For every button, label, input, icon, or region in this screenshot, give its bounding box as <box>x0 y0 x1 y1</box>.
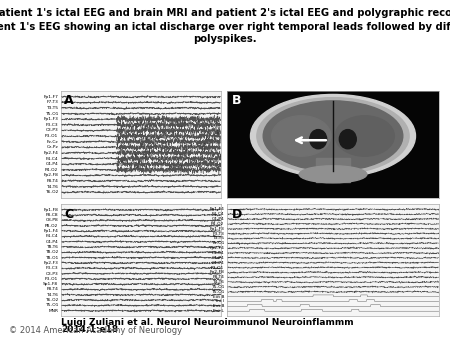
Text: F8-C8: F8-C8 <box>46 213 58 217</box>
Text: P3-O1: P3-O1 <box>45 134 58 138</box>
Text: 2014;1:e18: 2014;1:e18 <box>61 324 118 334</box>
Text: T8-O2: T8-O2 <box>45 250 58 254</box>
Text: MNR: MNR <box>48 309 58 313</box>
Text: T3-T5: T3-T5 <box>212 237 224 240</box>
Text: F4-C4: F4-C4 <box>212 212 224 216</box>
Text: Sp1-F8: Sp1-F8 <box>43 282 58 286</box>
Text: Fp2-F8: Fp2-F8 <box>209 270 224 274</box>
Text: T6-O2: T6-O2 <box>45 190 58 194</box>
Text: F8-T4: F8-T4 <box>46 288 58 291</box>
Bar <box>316 158 350 182</box>
Text: Luigi Zuliani et al. Neurol Neuroimmunol Neuroinflammm: Luigi Zuliani et al. Neurol Neuroimmunol… <box>61 318 353 327</box>
Text: T5-O1: T5-O1 <box>211 290 224 294</box>
Text: C: C <box>64 208 73 221</box>
Text: Ext B: Ext B <box>212 295 224 299</box>
Text: D: D <box>231 208 242 221</box>
Text: Figure Patient 1's ictal EEG and brain MRI and patient 2's ictal EEG and polygra: Figure Patient 1's ictal EEG and brain M… <box>0 8 450 19</box>
Text: P4-O2: P4-O2 <box>45 168 58 172</box>
Circle shape <box>251 94 415 177</box>
Text: P3-O1: P3-O1 <box>211 266 224 269</box>
Text: Fp1-F7: Fp1-F7 <box>44 95 58 99</box>
Ellipse shape <box>272 116 331 156</box>
Ellipse shape <box>339 129 356 149</box>
Text: Fp1-F3: Fp1-F3 <box>209 227 224 231</box>
Text: C3-P3: C3-P3 <box>45 128 58 132</box>
Text: T8-O1: T8-O1 <box>45 256 58 260</box>
Text: T4-T6: T4-T6 <box>46 293 58 297</box>
Ellipse shape <box>310 129 327 149</box>
Text: Fp1-F3: Fp1-F3 <box>44 117 58 121</box>
Text: C4-P4: C4-P4 <box>45 162 58 166</box>
Text: Fp1-F8: Fp1-F8 <box>44 208 58 212</box>
Text: Fp2-F4: Fp2-F4 <box>209 246 224 250</box>
Ellipse shape <box>299 166 367 183</box>
Text: T4-T6: T4-T6 <box>46 185 58 189</box>
Text: C4-P4: C4-P4 <box>45 240 58 244</box>
Text: F4-C4: F4-C4 <box>46 156 58 161</box>
Text: T6-O2: T6-O2 <box>45 298 58 302</box>
Text: F4-C4: F4-C4 <box>46 234 58 238</box>
Circle shape <box>257 98 409 174</box>
Text: C8-P8: C8-P8 <box>45 218 58 222</box>
Text: Fz-Cz: Fz-Cz <box>47 140 58 144</box>
Text: C3-P3: C3-P3 <box>45 271 58 275</box>
Text: Fp1-F4: Fp1-F4 <box>209 207 224 211</box>
Text: Fp1-F4: Fp1-F4 <box>44 229 58 233</box>
Text: F3-C3: F3-C3 <box>46 266 58 270</box>
Text: P8-O2: P8-O2 <box>45 224 58 228</box>
Text: T4-T6: T4-T6 <box>212 280 224 284</box>
Text: P3-O1: P3-O1 <box>45 277 58 281</box>
Text: © 2014 American Academy of Neurology: © 2014 American Academy of Neurology <box>9 325 182 335</box>
Text: Ext B: Ext B <box>212 304 224 308</box>
Text: B: B <box>231 94 241 107</box>
Text: C4-P4: C4-P4 <box>212 217 224 221</box>
Text: Patient 1's EEG showing an ictal discharge over right temporal leads followed by: Patient 1's EEG showing an ictal dischar… <box>0 22 450 32</box>
Text: F7-T3: F7-T3 <box>46 100 58 104</box>
Text: P4-O2: P4-O2 <box>211 222 224 226</box>
Text: T5-O1: T5-O1 <box>45 112 58 116</box>
Text: A: A <box>64 94 73 107</box>
Ellipse shape <box>335 116 394 156</box>
Text: F8-T4: F8-T4 <box>46 179 58 183</box>
Text: Cz-Pz: Cz-Pz <box>47 145 58 149</box>
Text: Ext L: Ext L <box>213 309 224 313</box>
Text: T3-T5: T3-T5 <box>46 106 58 110</box>
Text: C4-P4: C4-P4 <box>212 256 224 260</box>
Text: T5-O1: T5-O1 <box>45 304 58 307</box>
Text: F4-C4: F4-C4 <box>212 251 224 255</box>
Text: Fp2-F4: Fp2-F4 <box>44 151 58 155</box>
Text: F3-C3: F3-C3 <box>46 123 58 127</box>
Text: F8-T4: F8-T4 <box>212 275 224 279</box>
Text: F3-T3: F3-T3 <box>212 232 224 236</box>
Text: Fp2-F8: Fp2-F8 <box>44 173 58 177</box>
Text: Fp2-F3: Fp2-F3 <box>44 261 58 265</box>
Text: Int I: Int I <box>216 299 224 304</box>
Text: polyspikes.: polyspikes. <box>193 34 257 44</box>
Text: T5-O1: T5-O1 <box>211 285 224 289</box>
Circle shape <box>263 101 403 171</box>
Text: T5-O1: T5-O1 <box>211 241 224 245</box>
Text: T8-T6: T8-T6 <box>46 245 58 249</box>
Text: C4-P4: C4-P4 <box>212 261 224 265</box>
